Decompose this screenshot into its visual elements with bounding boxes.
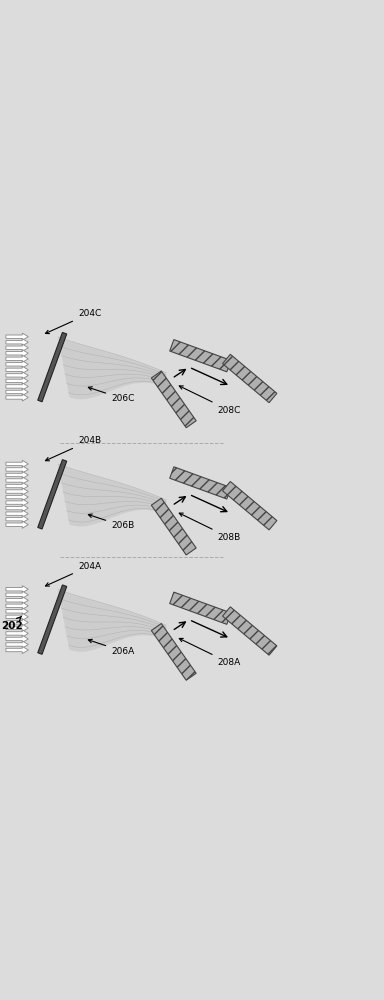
Bar <box>222 607 277 655</box>
FancyArrow shape <box>6 350 28 357</box>
Bar <box>151 624 196 680</box>
FancyArrow shape <box>6 586 28 593</box>
FancyArrow shape <box>6 516 28 523</box>
Text: 204A: 204A <box>45 562 101 586</box>
FancyArrow shape <box>6 630 28 637</box>
FancyArrow shape <box>6 591 28 598</box>
Text: 206A: 206A <box>88 639 134 656</box>
Text: 204C: 204C <box>45 309 101 334</box>
FancyArrow shape <box>6 339 28 346</box>
Bar <box>151 498 196 555</box>
FancyArrow shape <box>6 597 28 604</box>
Bar <box>38 585 67 654</box>
FancyArrow shape <box>6 521 28 528</box>
FancyArrow shape <box>6 619 28 626</box>
FancyArrow shape <box>6 602 28 609</box>
Text: 202: 202 <box>1 616 23 631</box>
Bar <box>170 467 231 499</box>
FancyArrow shape <box>6 377 28 385</box>
Polygon shape <box>58 337 166 399</box>
FancyArrow shape <box>6 624 28 632</box>
Polygon shape <box>58 590 166 652</box>
Text: 208B: 208B <box>179 513 241 542</box>
Bar <box>222 482 277 530</box>
FancyArrow shape <box>6 355 28 362</box>
FancyArrow shape <box>6 388 28 396</box>
FancyArrow shape <box>6 366 28 373</box>
FancyArrow shape <box>6 505 28 512</box>
FancyArrow shape <box>6 361 28 368</box>
FancyArrow shape <box>6 466 28 473</box>
FancyArrow shape <box>6 344 28 351</box>
FancyArrow shape <box>6 493 28 501</box>
Bar <box>222 354 277 403</box>
FancyArrow shape <box>6 641 28 648</box>
Text: 208C: 208C <box>179 386 241 415</box>
Text: 208A: 208A <box>179 638 241 667</box>
Text: 206C: 206C <box>88 387 134 403</box>
FancyArrow shape <box>6 646 28 654</box>
FancyArrow shape <box>6 510 28 517</box>
FancyArrow shape <box>6 333 28 340</box>
FancyArrow shape <box>6 383 28 390</box>
FancyArrow shape <box>6 608 28 615</box>
FancyArrow shape <box>6 482 28 490</box>
Polygon shape <box>58 464 166 527</box>
Text: 206B: 206B <box>88 514 134 530</box>
FancyArrow shape <box>6 477 28 484</box>
FancyArrow shape <box>6 488 28 495</box>
FancyArrow shape <box>6 613 28 620</box>
Text: 204B: 204B <box>45 436 101 461</box>
Bar <box>170 592 231 624</box>
FancyArrow shape <box>6 372 28 379</box>
Bar <box>38 332 67 402</box>
FancyArrow shape <box>6 471 28 479</box>
FancyArrow shape <box>6 635 28 643</box>
Bar <box>151 371 196 428</box>
FancyArrow shape <box>6 394 28 401</box>
Bar <box>38 460 67 529</box>
FancyArrow shape <box>6 499 28 506</box>
Bar <box>170 340 231 372</box>
FancyArrow shape <box>6 460 28 468</box>
